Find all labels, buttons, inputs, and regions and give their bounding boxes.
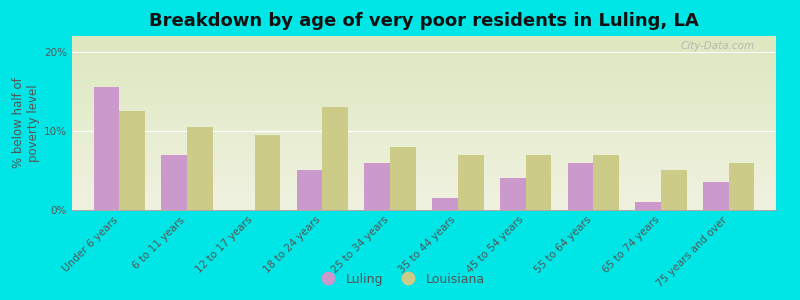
Bar [390, 147, 416, 210]
Bar [119, 111, 145, 210]
Bar [661, 170, 686, 210]
Bar [703, 182, 729, 210]
Bar [729, 163, 754, 210]
Bar [526, 154, 551, 210]
Bar [594, 154, 619, 210]
Title: Breakdown by age of very poor residents in Luling, LA: Breakdown by age of very poor residents … [149, 12, 699, 30]
Text: City-Data.com: City-Data.com [681, 41, 755, 51]
Bar [365, 163, 390, 210]
Bar [297, 170, 322, 210]
Bar [162, 154, 187, 210]
Bar [432, 198, 458, 210]
Bar [187, 127, 213, 210]
Bar [567, 163, 594, 210]
Legend: Luling, Louisiana: Luling, Louisiana [310, 268, 490, 291]
Bar [458, 154, 483, 210]
Bar [94, 87, 119, 210]
Bar [322, 107, 348, 210]
Bar [500, 178, 526, 210]
Y-axis label: % below half of
poverty level: % below half of poverty level [12, 78, 40, 168]
Bar [635, 202, 661, 210]
Bar [254, 135, 281, 210]
